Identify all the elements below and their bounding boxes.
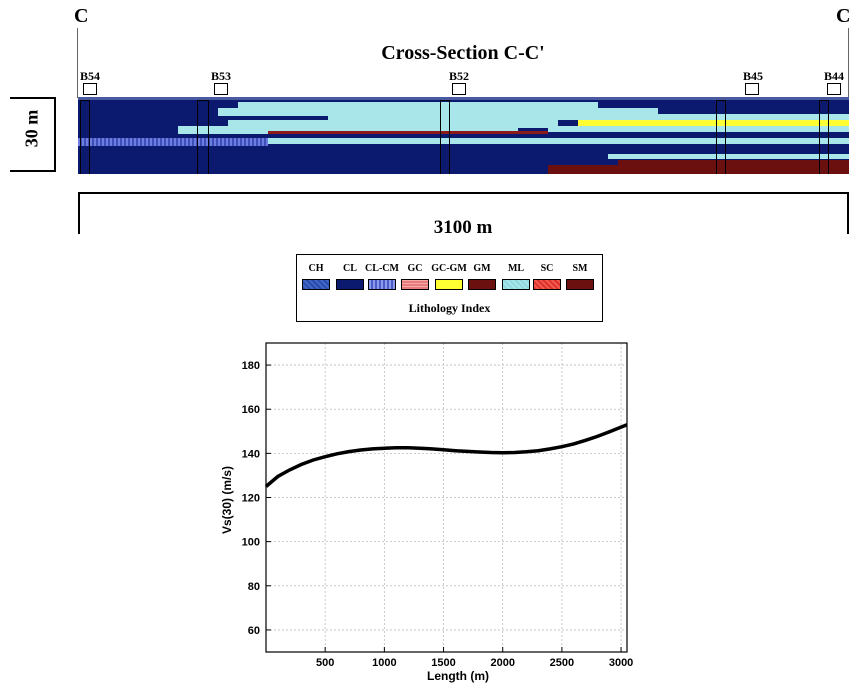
borehole-b53[interactable]: [197, 100, 209, 174]
layer-ml: [238, 102, 598, 110]
legend-label-cl-cm: CL-CM: [365, 263, 399, 274]
borehole-marker-b45[interactable]: [745, 83, 759, 95]
borehole-label-b52: B52: [449, 69, 470, 83]
legend-label-gc: GC: [407, 263, 423, 274]
y-tick-label: 60: [248, 625, 260, 637]
legend-swatch-gc-gm: [435, 279, 463, 290]
borehole-label-b44: B44: [824, 69, 845, 83]
borehole-b52[interactable]: [440, 100, 450, 174]
y-axis-label: Vs(30) (m/s): [220, 466, 234, 534]
legend-label-gc-gm: GC-GM: [431, 263, 467, 274]
length-label: 3100 m: [433, 217, 493, 238]
vs30-line-chart: 500 1000 1500 2000 2500 3000 60 80 100 120 140 160 1…: [220, 342, 634, 683]
length-scale-bar: [78, 192, 849, 234]
section-title: Cross-Section C-C': [381, 42, 545, 64]
borehole-b54[interactable]: [80, 100, 90, 174]
layer-sm: [548, 165, 849, 174]
borehole-marker-b52[interactable]: [452, 83, 466, 95]
borehole-label-b45: B45: [743, 69, 764, 83]
borehole-marker-b44[interactable]: [827, 83, 841, 95]
legend-swatch-ch: [302, 279, 330, 290]
section-end-label: C: [836, 5, 850, 27]
x-tick-label: 2000: [490, 657, 514, 669]
legend-swatch-sc: [533, 279, 561, 290]
chart-grid: [266, 343, 627, 652]
legend-swatch-sm: [566, 279, 594, 290]
y-tick-label: 100: [242, 537, 260, 549]
x-tick-label: 500: [316, 657, 334, 669]
lithology-legend: CH CL CL-CM GC GC-GM GM ML SC SM Litholo…: [296, 254, 603, 322]
y-tick-label: 180: [242, 360, 260, 372]
legend-swatch-gc: [401, 279, 429, 290]
vs30-series-line: [264, 423, 628, 488]
legend-swatch-cl-cm: [368, 279, 396, 290]
layer-cl-cm: [78, 138, 268, 146]
legend-label-ch: CH: [308, 263, 324, 274]
section-end-line: [848, 28, 849, 98]
legend-swatch-gm: [468, 279, 496, 290]
x-tick-label: 3000: [609, 657, 633, 669]
depth-scale-bar: [10, 97, 56, 172]
legend-swatch-cl: [336, 279, 364, 290]
cross-section-lithology: [78, 97, 849, 174]
legend-label-cl: CL: [343, 263, 357, 274]
y-tick-label: 160: [242, 404, 260, 416]
layer-ml: [178, 126, 518, 134]
layer-gc-gm: [578, 120, 849, 126]
section-start-line: [77, 28, 78, 98]
legend-label-ml: ML: [507, 263, 525, 274]
layer-ml: [548, 126, 849, 132]
borehole-b45[interactable]: [716, 100, 726, 174]
legend-swatch-ml: [502, 279, 530, 290]
legend-label-gm: GM: [473, 263, 491, 274]
x-axis-label: Length (m): [427, 669, 489, 683]
y-tick-label: 80: [248, 581, 260, 593]
layer-sm: [618, 160, 849, 166]
section-start-label: C: [74, 5, 89, 27]
layer-ml: [228, 120, 558, 128]
borehole-marker-b53[interactable]: [214, 83, 228, 95]
depth-label: 30 m: [21, 109, 42, 148]
y-tick-label: 120: [242, 493, 260, 505]
y-tick-label: 140: [242, 448, 260, 460]
x-tick-label: 1000: [372, 657, 396, 669]
borehole-b44[interactable]: [819, 100, 829, 174]
borehole-label-b53: B53: [211, 69, 232, 83]
legend-label-sc: SC: [540, 263, 554, 274]
legend-title: Lithology Index: [408, 301, 491, 315]
legend-label-sm: SM: [572, 263, 588, 274]
layer-ml: [608, 154, 849, 159]
layer-ml: [218, 108, 658, 116]
x-tick-label: 2500: [550, 657, 574, 669]
layer-ml: [328, 114, 578, 120]
borehole-label-b54: B54: [80, 69, 101, 83]
layer-gm: [268, 131, 548, 134]
layer-ml: [578, 114, 849, 120]
x-tick-label: 1500: [431, 657, 455, 669]
borehole-marker-b54[interactable]: [83, 83, 97, 95]
layer-ml: [268, 138, 849, 144]
chart-ticks: 500 1000 1500 2000 2500 3000 60 80 100 120 140 160 1…: [242, 360, 634, 669]
